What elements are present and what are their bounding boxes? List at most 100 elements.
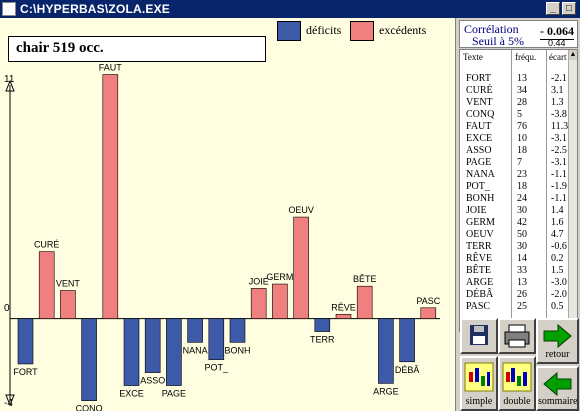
table-cell-ecart: -2.1 [551,73,567,84]
minimize-button[interactable]: _ [546,2,560,15]
table-cell-frequ: 50 [517,229,527,240]
bar-label-3: CONQ [76,404,103,411]
bar-5 [123,318,140,386]
title-bar: C:\HYPERBAS\ZOLA.EXE _ □ [0,0,580,18]
double-label: double [503,396,531,407]
table-cell-texte: CURÉ [466,85,493,96]
table-cell-ecart: 1.6 [551,217,564,228]
printer-icon [504,324,530,348]
table-scrollbar[interactable]: ▲ ▼ [568,50,577,331]
table-cell-ecart: -3.1 [551,133,567,144]
table-cell-frequ: 34 [517,85,527,96]
frequency-table: Texte fréqu. écart FORT 13 -2.1 CURÉ 34 3.1 VE… [459,49,578,332]
bar-15 [335,313,352,319]
bar-label-14: TERR [310,335,335,345]
table-cell-ecart: 0.2 [551,253,564,264]
bar-18 [399,318,415,363]
table-cell-ecart: 4.7 [551,229,564,240]
simple-button[interactable]: simple [460,356,498,411]
table-cell-frequ: 30 [517,205,527,216]
table-cell-texte: ARGE [466,277,494,288]
table-cell-texte: NANA [466,169,495,180]
table-cell-ecart: -1.1 [551,193,567,204]
table-row: RÊVE 14 0.2 [460,253,570,265]
table-row: ARGE 13 -3.0 [460,277,570,289]
bar-0 [17,318,34,365]
bar-14 [314,318,331,332]
bar-label-18: DÉBÂ [395,365,420,375]
table-cell-frequ: 10 [517,133,527,144]
retour-button[interactable]: retour [536,318,579,364]
maximize-button[interactable]: □ [562,2,576,15]
scroll-up-icon[interactable]: ▲ [569,50,577,60]
table-cell-texte: FORT [466,73,491,84]
legend-excedent-label: excédents [379,23,427,37]
table-cell-texte: PAGE [466,157,492,168]
bar-label-12: GERM [266,272,293,282]
bar-label-13: OEUV [288,205,314,215]
y-tick-max: 11 [4,74,15,85]
table-cell-texte: FAUT [466,121,492,132]
bar-4 [102,74,119,319]
bar-19 [420,307,437,319]
bar-1 [38,251,55,319]
floppy-disk-icon [470,325,488,345]
table-cell-frequ: 23 [517,169,527,180]
table-cell-frequ: 33 [517,265,527,276]
double-button[interactable]: double [498,356,536,411]
print-button[interactable] [498,318,536,354]
table-cell-texte: TERR [466,241,492,252]
bar-9 [208,318,225,360]
bar-label-15: RÊVE [331,302,356,312]
bar-label-5: EXCE [119,389,144,399]
table-cell-frequ: 18 [517,145,527,156]
bar-13 [293,216,309,319]
table-row: GERM 42 1.6 [460,217,570,229]
word-box: chair 519 occ. [8,36,266,62]
table-cell-frequ: 25 [517,301,527,312]
correlation-value: - 0.064 [540,24,574,40]
table-cell-ecart: -3.0 [551,277,567,288]
table-cell-texte: EXCE [466,133,493,144]
word-occurrences: chair 519 occ. [16,40,104,56]
double-chart-icon [502,362,532,392]
table-cell-ecart: 1.3 [551,97,564,108]
table-cell-texte: RÊVE [466,253,493,264]
bar-label-1: CURÉ [34,240,60,250]
table-header-ecart: écart [549,52,567,62]
bar-6 [144,318,161,373]
table-header-texte: Texte [463,52,483,62]
arrow-left-icon [543,371,572,397]
table-row: OEUV 50 4.7 [460,229,570,241]
table-row: JOIE 30 1.4 [460,205,570,217]
y-tick-min: -4 [4,398,13,409]
table-row: TERR 30 -0.6 [460,241,570,253]
table-cell-ecart: -1.1 [551,169,567,180]
bar-label-2: VENT [56,279,81,289]
table-row: DÉBÂ 26 -2.0 [460,289,570,301]
sommaire-button[interactable]: sommaire [536,366,579,411]
table-row: VENT 28 1.3 [460,97,570,109]
bar-label-7: PAGE [162,389,186,399]
table-cell-texte: BÊTE [466,265,491,276]
correlation-seuil-value: 0.44 [548,38,566,48]
table-cell-ecart: -1.9 [551,181,567,192]
table-cell-texte: ASSO [466,145,492,156]
table-cell-frequ: 76 [517,121,527,132]
table-cell-frequ: 13 [517,73,527,84]
table-row: BONH 24 -1.1 [460,193,570,205]
bar-7 [166,318,182,386]
table-cell-ecart: -3.1 [551,157,567,168]
table-row: NANA 23 -1.1 [460,169,570,181]
correlation-title: Corrélation [464,22,519,36]
table-cell-frequ: 5 [517,109,522,120]
retour-label: retour [545,349,570,360]
table-cell-ecart: -3.8 [551,109,567,120]
correlation-seuil-label: Seuil à 5% [472,34,524,48]
y-axis-down-arrow [5,394,15,407]
table-row: FAUT 76 11.3 [460,121,570,133]
legend-deficit-label: déficits [306,23,342,37]
table-row: PASC 25 0.5 [460,301,570,313]
bar-label-11: JOIE [249,276,269,286]
save-button[interactable] [460,318,498,354]
